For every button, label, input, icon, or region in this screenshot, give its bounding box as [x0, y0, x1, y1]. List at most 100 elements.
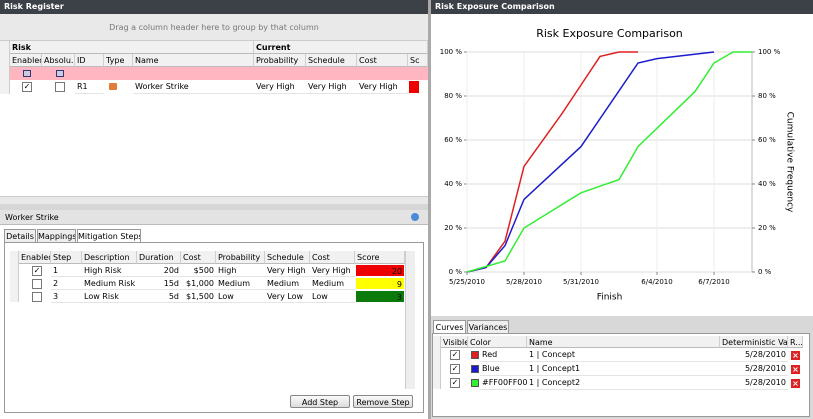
checkbox[interactable] — [32, 279, 42, 289]
checkbox[interactable] — [55, 82, 65, 92]
cell: Very Low — [265, 290, 310, 303]
column-header[interactable]: R... — [788, 336, 803, 348]
cell: Very High — [254, 80, 306, 94]
column-header[interactable]: Enabled — [10, 54, 42, 67]
curve-name: 1 | Concept2 — [527, 376, 720, 390]
cell: Very High — [357, 80, 408, 94]
y2-tick-label: 40 % — [758, 180, 776, 188]
tab[interactable]: Details — [4, 229, 36, 243]
y2-tick-label: 20 % — [758, 224, 776, 232]
x-axis-label: Finish — [597, 293, 623, 303]
chart-title: Risk Exposure Comparison — [536, 27, 683, 40]
column-header[interactable]: Duration — [137, 251, 181, 264]
remove-icon[interactable]: × — [791, 365, 800, 374]
y2-tick-label: 100 % — [758, 48, 781, 56]
checkbox[interactable] — [32, 292, 42, 302]
deterministic-value: 5/28/2010 — [720, 362, 788, 376]
filter-row — [10, 67, 428, 80]
color-name: Red — [480, 348, 527, 362]
color-swatch — [471, 379, 479, 387]
y2-tick-label: 60 % — [758, 136, 776, 144]
plot-area — [466, 51, 753, 273]
column-header[interactable]: Schedule — [306, 54, 357, 67]
filter-box — [23, 70, 31, 77]
column-header[interactable]: Name — [527, 336, 720, 348]
curve-name: 1 | Concept1 — [527, 362, 720, 376]
tab[interactable]: Variances — [467, 320, 509, 334]
chart: Risk Exposure Comparison 0 % 20 % 40 % 60 % 8… — [431, 14, 813, 316]
row-header — [10, 251, 19, 302]
column-header[interactable]: Probability — [254, 54, 306, 67]
y-tick-label: 80 % — [444, 92, 462, 100]
x-tick-label: 5/25/2010 — [449, 278, 485, 286]
column-header[interactable]: Name — [133, 54, 254, 67]
header-group: Current — [254, 41, 428, 54]
column-header[interactable]: Type — [104, 54, 133, 67]
checkbox[interactable]: ✓ — [22, 82, 32, 92]
column-header[interactable]: Cost — [181, 251, 216, 264]
cell: 2 — [51, 277, 82, 290]
remove-icon[interactable]: × — [791, 351, 800, 360]
score-cell: 3 — [355, 290, 405, 303]
row-header — [433, 336, 441, 389]
cell: Very High — [265, 264, 310, 277]
panel-title: Risk Exposure Comparison — [431, 0, 813, 14]
column-header[interactable]: Sc — [408, 54, 428, 67]
h-scrollbar[interactable] — [0, 196, 428, 204]
color-swatch — [471, 351, 479, 359]
tab[interactable]: Mitigation Steps — [77, 229, 141, 243]
checkbox[interactable]: ✓ — [450, 378, 460, 388]
column-header[interactable]: Description — [82, 251, 137, 264]
cell: 5d — [137, 290, 181, 303]
close-icon[interactable] — [411, 213, 419, 221]
y2-axis-label: Cumulative Frequency — [785, 112, 795, 213]
column-header[interactable]: Visible — [441, 336, 468, 348]
cell: $1,500 — [181, 290, 216, 303]
cell: Low — [216, 290, 265, 303]
cell: Low — [310, 290, 355, 303]
tab-body — [4, 242, 424, 413]
y-tick-label: 40 % — [444, 180, 462, 188]
row-header — [0, 41, 10, 94]
checkbox[interactable]: ✓ — [450, 350, 460, 360]
score-cell: 9 — [355, 277, 405, 290]
tab[interactable]: Curves — [433, 320, 466, 334]
y-tick-label: 100 % — [440, 48, 463, 56]
series-line — [466, 51, 752, 273]
splitter[interactable] — [0, 204, 428, 210]
checkbox[interactable]: ✓ — [32, 266, 42, 276]
button[interactable]: Remove Step — [353, 395, 413, 408]
column-header[interactable]: Step — [51, 251, 82, 264]
cell: Very High — [310, 264, 355, 277]
y-tick-label: 60 % — [444, 136, 462, 144]
column-header[interactable]: Deterministic Value — [720, 336, 788, 348]
color-swatch — [471, 365, 479, 373]
checkbox[interactable]: ✓ — [450, 364, 460, 374]
column-header[interactable]: Score — [355, 251, 405, 264]
cell: 15d — [137, 277, 181, 290]
cell: 3 — [51, 290, 82, 303]
cell: Medium Risk — [82, 279, 137, 290]
column-header[interactable]: Probability — [216, 251, 265, 264]
column-header[interactable]: Cost — [357, 54, 408, 67]
column-header[interactable]: ID — [75, 54, 104, 67]
series-line — [466, 51, 715, 273]
button[interactable]: Add Step — [290, 395, 350, 408]
column-header[interactable]: Cost — [310, 251, 355, 264]
cell: High Risk — [82, 264, 137, 277]
y2-tick-label: 80 % — [758, 92, 776, 100]
cell: Very High — [306, 80, 357, 94]
column-header[interactable]: Color — [468, 336, 527, 348]
column-header[interactable]: Schedule — [265, 251, 310, 264]
y-tick-label: 20 % — [444, 224, 462, 232]
cell: Medium — [310, 277, 355, 290]
remove-icon[interactable]: × — [791, 379, 800, 388]
x-tick-label: 6/7/2010 — [698, 278, 729, 286]
x-tick-label: 6/4/2010 — [641, 278, 672, 286]
tab[interactable]: Mappings — [37, 229, 76, 243]
column-header[interactable]: Absolu... — [42, 54, 75, 67]
v-scrollbar[interactable] — [405, 251, 415, 389]
column-header[interactable]: Enabled — [19, 251, 51, 264]
